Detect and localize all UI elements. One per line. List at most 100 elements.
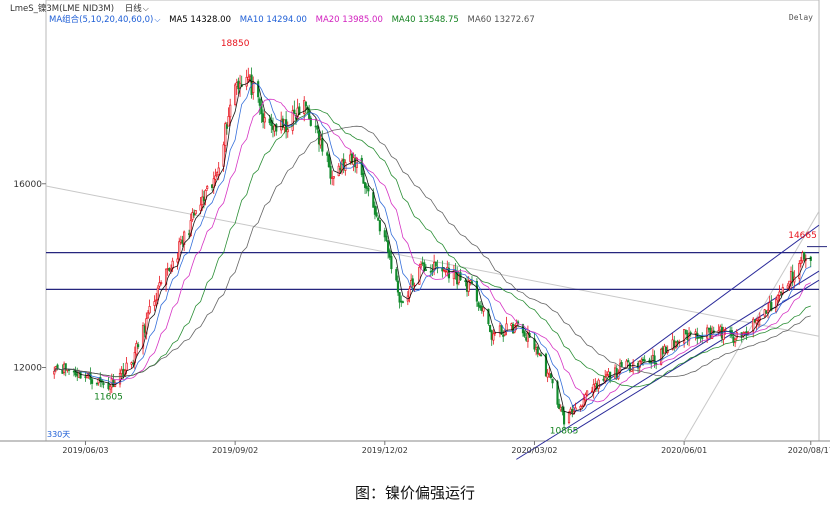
candle-body [441, 267, 444, 272]
candle-body [535, 347, 538, 350]
candle-body [77, 370, 80, 378]
candle-body [130, 362, 133, 365]
candle-body [789, 271, 793, 282]
candle-body [395, 269, 398, 281]
candle-body [390, 256, 393, 270]
candle-body [146, 312, 150, 319]
candle-body [247, 76, 250, 81]
chevron-down-icon[interactable]: ⌵ [154, 15, 161, 24]
candle-body [538, 353, 541, 355]
annotations: 18850 11605 10865 14665 [94, 39, 817, 437]
x-tick-label: 2020/03/02 [511, 446, 557, 455]
candle-body [349, 154, 352, 162]
candle-body [63, 363, 66, 373]
candle-body [442, 269, 446, 272]
instrument-title[interactable]: LmeS_镍3M(LME NID3M) 日线⌵ [10, 2, 149, 14]
candle-body [615, 368, 618, 378]
chevron-down-icon[interactable]: ⌵ [142, 4, 149, 13]
candle-body [561, 406, 564, 413]
candle-body [337, 165, 340, 177]
candle-body [799, 259, 802, 264]
candle-body [191, 212, 194, 220]
candle-body [551, 378, 554, 384]
candle-body [664, 346, 668, 353]
candle-body [72, 370, 76, 373]
price-annotation: 14665 [788, 231, 817, 241]
candle-body [155, 299, 158, 302]
candle-body [510, 323, 513, 326]
candle-body [291, 110, 294, 131]
candle-body [488, 325, 492, 332]
candle-body [118, 373, 122, 385]
ma40-value: MA40 13548.75 [391, 15, 459, 25]
candle-body [309, 117, 312, 126]
candle-body [429, 271, 432, 273]
ma5-value: MA5 14328.00 [169, 15, 231, 25]
candle-body [206, 186, 209, 189]
candle-body [56, 364, 59, 369]
candle-body [383, 230, 386, 238]
candle-body [470, 281, 474, 284]
candle-body [683, 329, 686, 344]
candle-body [536, 346, 539, 355]
candle-body [558, 403, 561, 409]
candle-body [539, 354, 543, 357]
candle-body [627, 360, 630, 363]
candle-body [258, 98, 261, 106]
candle-body [605, 373, 608, 377]
ma60-line [53, 125, 811, 378]
candle-body [286, 129, 289, 133]
candle-body [707, 327, 710, 330]
candle-body [143, 325, 146, 333]
candle-body [597, 379, 600, 389]
candle-body [354, 158, 357, 168]
candle-body [569, 408, 572, 413]
candle-body [268, 118, 271, 124]
candle-body [153, 301, 156, 306]
candle-body [480, 305, 483, 311]
candle-body [79, 371, 82, 379]
candle-body [102, 383, 105, 385]
candle-body [189, 220, 192, 237]
candle-body [465, 282, 469, 292]
instrument-label: LmeS_镍3M(LME NID3M) [10, 4, 115, 14]
figure-caption: 图：镍价偏强运行 [354, 484, 475, 502]
candle-body [594, 383, 597, 387]
candle-body [166, 268, 169, 270]
candle-body [375, 212, 378, 217]
candle-body [421, 262, 424, 264]
horizontal-lines [46, 246, 827, 291]
candle-body [377, 217, 380, 221]
candle-body [640, 359, 643, 362]
candle-body [373, 205, 377, 215]
candle-body [168, 268, 171, 271]
candle-body [607, 371, 610, 376]
delay-label: Delay [788, 13, 813, 22]
candle-body [660, 348, 663, 365]
candle-body [722, 330, 725, 340]
candle-body [418, 266, 421, 285]
candle-body [367, 187, 370, 192]
candle-body [433, 262, 436, 270]
candle-body [479, 305, 482, 309]
candle-body [215, 172, 219, 176]
candle-body [90, 379, 94, 384]
ma-group-label[interactable]: MA组合(5,10,20,40,60,0) [49, 15, 154, 25]
ma5-line [53, 79, 811, 415]
candle-body [604, 376, 607, 382]
candle-body [385, 235, 388, 241]
candle-body [398, 292, 401, 303]
candle-body [655, 363, 658, 365]
candle-body [525, 337, 528, 341]
candle-body [257, 81, 260, 98]
candle-body [694, 331, 697, 334]
candle-body [475, 281, 478, 302]
ma20-line [53, 98, 811, 403]
candle-body [304, 101, 307, 107]
candle-body [135, 343, 138, 355]
candle-body [581, 405, 584, 408]
candle-body [109, 385, 112, 390]
candle-body [179, 239, 182, 243]
period-selector[interactable]: 日线 [124, 4, 142, 14]
candle-body [327, 154, 330, 168]
